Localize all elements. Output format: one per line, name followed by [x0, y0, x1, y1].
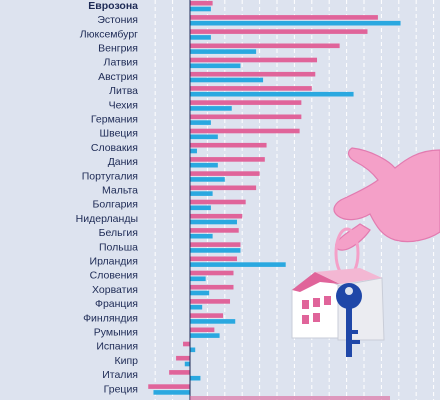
- bar-blue: [190, 106, 232, 111]
- bar-pink: [190, 242, 241, 247]
- bar-blue: [190, 233, 213, 239]
- category-label: Болгария: [93, 199, 138, 211]
- bar-blue: [190, 6, 211, 12]
- bar-pink: [190, 15, 378, 20]
- category-label: Бельгия: [99, 227, 138, 239]
- category-label: Чехия: [109, 99, 138, 111]
- category-label: Греция: [104, 383, 138, 395]
- bar-pink: [190, 86, 312, 91]
- category-label: Италия: [102, 369, 138, 381]
- bar-blue: [190, 162, 218, 168]
- category-label: Франция: [95, 298, 138, 310]
- bar-pink: [190, 0, 213, 6]
- bar-blue: [153, 390, 190, 395]
- bar-pink: [190, 142, 267, 148]
- category-label: Ирландия: [90, 256, 138, 268]
- bar-pink: [148, 384, 190, 389]
- bar-pink: [190, 199, 246, 205]
- bar-pink: [176, 355, 190, 361]
- hand-key-house-illustration: [190, 147, 440, 400]
- category-label: Словакия: [91, 142, 138, 154]
- bar-blue: [190, 304, 203, 310]
- bar-pink: [190, 228, 239, 233]
- key-icon: [336, 283, 362, 357]
- bar-blue: [190, 276, 206, 282]
- bar-pink: [169, 370, 190, 375]
- bar-pink: [190, 128, 300, 134]
- bar-pink: [190, 29, 368, 34]
- hand-icon: [333, 147, 440, 251]
- category-label: Мальта: [102, 185, 138, 197]
- bar-blue: [190, 248, 241, 253]
- bar-pink: [190, 100, 302, 105]
- bar-pink: [190, 57, 318, 63]
- category-labels: Еврозона Эстония Люксембург Венгрия Латвия Ав…: [76, 0, 139, 395]
- bar-blue: [190, 20, 401, 26]
- bars-group: [148, 0, 401, 395]
- bar-blue: [190, 134, 218, 140]
- bar-blue: [190, 120, 211, 125]
- bar-pink: [190, 327, 215, 333]
- bar-pink: [190, 256, 237, 262]
- bar-blue: [190, 375, 201, 381]
- category-label: Финляндия: [83, 312, 138, 324]
- bar-pink: [190, 114, 302, 120]
- category-label: Нидерланды: [76, 213, 138, 225]
- category-label: Венгрия: [98, 43, 138, 55]
- category-label: Португалия: [82, 170, 138, 182]
- category-label: Кипр: [114, 355, 138, 367]
- category-label: Румыния: [94, 327, 138, 339]
- bar-pink: [183, 341, 190, 347]
- category-label: Люксембург: [80, 28, 138, 40]
- bar-blue: [190, 49, 257, 54]
- bar-blue: [190, 148, 197, 154]
- bar-pink: [190, 299, 231, 304]
- bar-blue: [190, 205, 211, 211]
- category-label: Еврозона: [88, 0, 138, 12]
- category-label: Австрия: [98, 71, 138, 83]
- bar-blue: [190, 77, 264, 83]
- bar-pink: [190, 284, 234, 290]
- house-icon: [291, 268, 385, 341]
- bar-pink: [190, 171, 260, 176]
- bar-blue: [190, 333, 220, 338]
- category-label: Латвия: [104, 57, 138, 69]
- bar-pink: [190, 270, 234, 276]
- category-label: Эстония: [97, 14, 138, 26]
- category-label: Дания: [108, 156, 138, 168]
- category-label: Словения: [90, 270, 138, 282]
- bar-blue: [190, 177, 225, 182]
- category-label: Швеция: [100, 128, 139, 140]
- category-label: Испания: [96, 341, 138, 353]
- bar-blue: [190, 191, 213, 196]
- bar-blue: [190, 63, 241, 69]
- bar-blue: [190, 219, 237, 225]
- bar-pink: [190, 313, 224, 318]
- category-label: Польша: [99, 241, 138, 253]
- bar-pink: [190, 213, 243, 219]
- bar-blue: [190, 35, 211, 40]
- category-label: Хорватия: [92, 284, 138, 296]
- category-label: Германия: [91, 114, 138, 126]
- category-label: Литва: [109, 85, 138, 97]
- bar-blue: [190, 262, 286, 267]
- bar-pink: [190, 71, 316, 77]
- bar-blue: [190, 347, 196, 353]
- bar-pink: [190, 43, 340, 49]
- bar-blue: [190, 290, 210, 296]
- bar-pink: [190, 157, 265, 162]
- bar-blue: [184, 361, 190, 367]
- bar-blue: [190, 319, 236, 324]
- bar-blue: [190, 91, 354, 97]
- bar-pink: [190, 185, 257, 191]
